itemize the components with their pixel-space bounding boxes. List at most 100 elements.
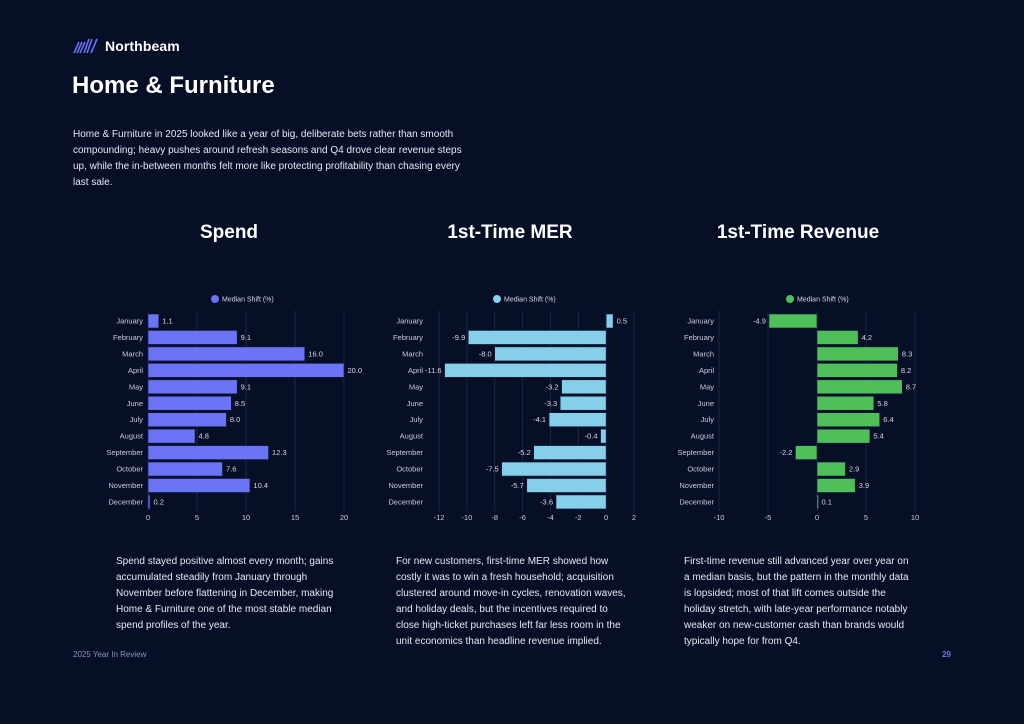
mer-y-tick-label: June — [407, 399, 423, 408]
mer-bar — [600, 428, 607, 444]
revenue-y-tick-label: September — [677, 448, 714, 457]
spend-x-tick-label: 5 — [195, 513, 199, 522]
mer-y-tick-label: May — [409, 382, 423, 391]
revenue-x-tick-label: 10 — [911, 513, 919, 522]
spend-bar — [147, 428, 196, 444]
mer-bar — [548, 412, 607, 428]
spend-data-label: 10.4 — [253, 481, 268, 490]
revenue-data-label: 8.3 — [902, 349, 912, 358]
mer-y-tick-label: August — [400, 432, 424, 441]
mer-data-label: -4.1 — [533, 415, 546, 424]
revenue-bar — [816, 363, 898, 378]
spend-y-tick-label: June — [127, 399, 143, 408]
revenue-y-tick-label: December — [679, 497, 714, 506]
mer-x-tick-label: -12 — [434, 513, 445, 522]
intro-paragraph: Home & Furniture in 2025 looked like a y… — [73, 129, 462, 188]
mer-y-tick-label: April — [408, 366, 423, 375]
spend-data-label: 8.5 — [235, 399, 245, 408]
revenue-y-tick-label: June — [698, 399, 714, 408]
spend-x-tick-label: 0 — [146, 513, 150, 522]
revenue-bar — [816, 461, 846, 477]
mer-bar — [494, 346, 607, 362]
revenue-data-label: -2.2 — [780, 448, 793, 457]
northbeam-stripes-icon — [73, 38, 98, 54]
spend-data-label: 7.6 — [226, 465, 236, 474]
revenue-legend-label: Median Shift (%) — [797, 297, 849, 304]
mer-bar — [555, 494, 607, 510]
mer-y-tick-label: March — [402, 349, 423, 358]
mer-description: For new customers, first-time MER showed… — [396, 556, 626, 647]
revenue-data-label: 8.7 — [906, 382, 916, 391]
revenue-bar — [768, 313, 818, 329]
spend-x-tick-label: 10 — [242, 513, 250, 522]
revenue-y-tick-label: August — [691, 432, 715, 441]
mer-bar — [444, 363, 607, 378]
spend-y-tick-label: October — [116, 465, 143, 474]
chart-title-revenue: 1st-Time Revenue — [716, 222, 880, 243]
spend-y-tick-label: September — [106, 448, 143, 457]
revenue-y-tick-label: January — [687, 317, 714, 326]
mer-data-label: -8.0 — [479, 349, 492, 358]
mer-data-label: -5.7 — [511, 481, 524, 490]
revenue-y-tick-label: July — [701, 415, 715, 424]
mer-y-tick-label: September — [386, 448, 423, 457]
revenue-data-label: 3.9 — [859, 481, 869, 490]
page-number: 29 — [942, 650, 951, 659]
revenue-data-label: 2.9 — [849, 465, 859, 474]
revenue-data-label: 5.8 — [877, 399, 887, 408]
revenue-y-tick-label: April — [699, 366, 714, 375]
mer-data-label: -9.9 — [452, 333, 465, 342]
mer-y-tick-label: November — [388, 481, 423, 490]
revenue-bar — [816, 428, 871, 444]
spend-bar — [147, 445, 269, 460]
spend-bar — [147, 313, 160, 329]
revenue-data-label: 5.4 — [873, 432, 883, 441]
revenue-bar — [816, 478, 856, 493]
mer-data-label: -5.2 — [518, 448, 531, 457]
revenue-description: First-time revenue still advanced year o… — [684, 556, 909, 647]
mer-data-label: -3.2 — [546, 382, 559, 391]
revenue-bar — [816, 412, 881, 428]
spend-bar — [147, 494, 151, 510]
mer-y-tick-label: December — [388, 497, 423, 506]
spend-data-label: 12.3 — [272, 448, 287, 457]
spend-bar — [147, 363, 345, 378]
spend-x-tick-label: 15 — [291, 513, 299, 522]
revenue-x-tick-label: -10 — [714, 513, 725, 522]
revenue-x-tick-label: -5 — [765, 513, 772, 522]
revenue-data-label: -4.9 — [753, 317, 766, 326]
mer-y-tick-label: July — [410, 415, 424, 424]
spend-y-tick-label: February — [113, 333, 143, 342]
mer-data-label: -3.6 — [540, 497, 553, 506]
mer-bar — [605, 313, 614, 329]
spend-data-label: 4.8 — [199, 432, 209, 441]
revenue-y-tick-label: March — [693, 349, 714, 358]
revenue-bar — [816, 379, 903, 395]
mer-x-tick-label: -6 — [519, 513, 526, 522]
brand-name: Northbeam — [105, 38, 180, 54]
spend-y-tick-label: August — [120, 432, 144, 441]
spend-bar — [147, 461, 223, 477]
revenue-data-label: 0.1 — [821, 497, 831, 506]
spend-legend-label: Median Shift (%) — [222, 297, 274, 304]
revenue-data-label: 6.4 — [883, 415, 893, 424]
spend-y-tick-label: November — [108, 481, 143, 490]
revenue-bar — [816, 395, 875, 411]
revenue-y-tick-label: October — [687, 465, 714, 474]
spend-bar — [147, 330, 238, 345]
revenue-data-label: 4.2 — [862, 333, 872, 342]
spend-bar — [147, 346, 306, 362]
spend-bar — [147, 395, 232, 411]
revenue-legend-marker — [786, 295, 794, 303]
revenue-y-tick-label: November — [679, 481, 714, 490]
spend-y-tick-label: May — [129, 382, 143, 391]
spend-bar — [147, 478, 251, 493]
chart-title-spend: Spend — [199, 222, 259, 243]
revenue-y-tick-label: February — [684, 333, 714, 342]
revenue-data-label: 8.2 — [901, 366, 911, 375]
mer-bar — [526, 478, 607, 493]
mer-data-label: 0.5 — [617, 317, 627, 326]
mer-x-tick-label: -8 — [491, 513, 498, 522]
revenue-bar — [816, 494, 819, 510]
